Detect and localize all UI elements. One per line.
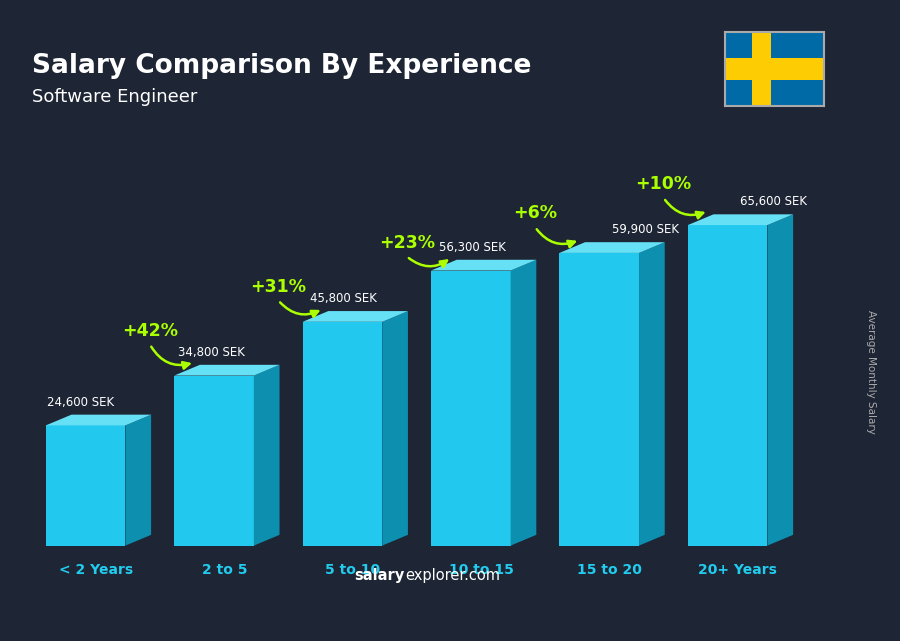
Text: 2 to 5: 2 to 5 — [202, 563, 248, 577]
Text: 34,800 SEK: 34,800 SEK — [178, 346, 245, 359]
Polygon shape — [560, 253, 639, 545]
Polygon shape — [302, 311, 408, 322]
Polygon shape — [382, 311, 408, 545]
Text: +23%: +23% — [379, 234, 435, 252]
Bar — [724, 58, 824, 80]
Polygon shape — [560, 242, 665, 253]
Polygon shape — [175, 365, 280, 376]
Text: < 2 Years: < 2 Years — [58, 563, 133, 577]
Text: explorer.com: explorer.com — [405, 568, 500, 583]
Polygon shape — [688, 214, 793, 225]
Text: 56,300 SEK: 56,300 SEK — [438, 241, 506, 254]
Polygon shape — [431, 271, 510, 545]
Text: +31%: +31% — [250, 278, 306, 296]
Polygon shape — [768, 214, 793, 545]
Text: +10%: +10% — [635, 175, 691, 193]
Text: 20+ Years: 20+ Years — [698, 563, 778, 577]
Bar — [752, 32, 771, 106]
Text: salary: salary — [355, 568, 405, 583]
Polygon shape — [46, 415, 151, 426]
Text: Software Engineer: Software Engineer — [32, 88, 197, 106]
Polygon shape — [46, 426, 125, 545]
Polygon shape — [688, 225, 768, 545]
Text: 59,900 SEK: 59,900 SEK — [612, 223, 680, 237]
Text: 45,800 SEK: 45,800 SEK — [310, 292, 377, 305]
Text: 10 to 15: 10 to 15 — [449, 563, 514, 577]
Text: +42%: +42% — [122, 322, 178, 340]
Text: 24,600 SEK: 24,600 SEK — [47, 395, 114, 409]
Text: 5 to 10: 5 to 10 — [325, 563, 381, 577]
Polygon shape — [639, 242, 665, 545]
Text: Average Monthly Salary: Average Monthly Salary — [866, 310, 877, 434]
Text: 15 to 20: 15 to 20 — [577, 563, 642, 577]
Polygon shape — [125, 415, 151, 545]
Polygon shape — [431, 260, 536, 271]
Polygon shape — [510, 260, 536, 545]
Text: 65,600 SEK: 65,600 SEK — [741, 196, 807, 208]
Polygon shape — [254, 365, 280, 545]
Text: +6%: +6% — [513, 204, 557, 222]
Polygon shape — [175, 376, 254, 545]
Text: Salary Comparison By Experience: Salary Comparison By Experience — [32, 53, 531, 79]
Polygon shape — [302, 322, 382, 545]
